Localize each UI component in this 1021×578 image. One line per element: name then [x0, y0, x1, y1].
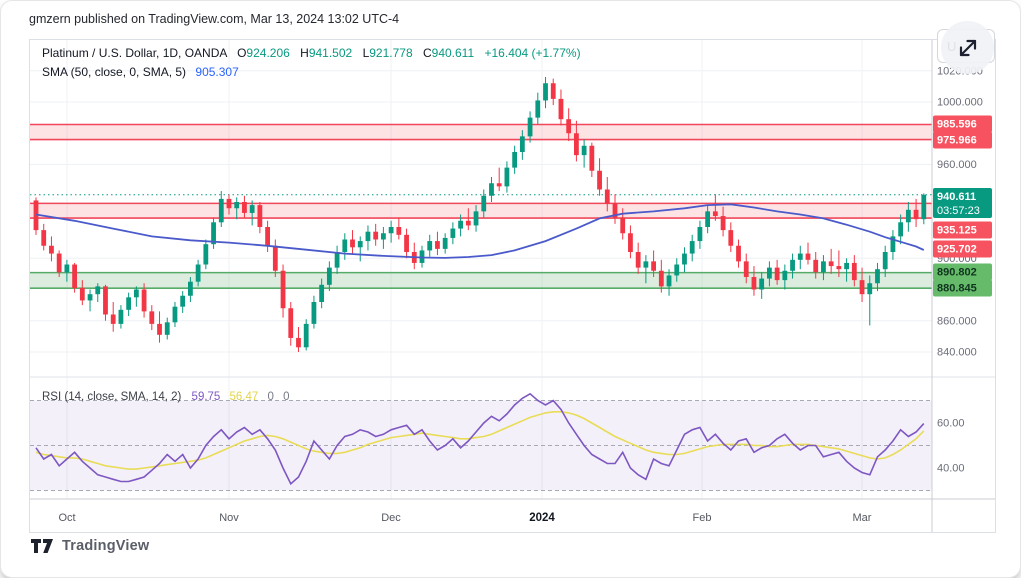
price-chip [933, 263, 992, 281]
price-axis[interactable]: 1020.0001000.000960.000900.000860.000840… [933, 65, 992, 475]
svg-text:Nov: Nov [219, 512, 239, 524]
open-prefix: O [237, 46, 247, 60]
svg-text:40.00: 40.00 [937, 463, 965, 475]
svg-text:Feb: Feb [693, 512, 712, 524]
svg-text:03:57:23: 03:57:23 [937, 205, 980, 217]
time-axis[interactable]: Oct Nov Dec 2024 Feb Mar [58, 512, 871, 524]
sma-row[interactable]: SMA (50, close, 0, SMA, 5) 905.307 [42, 63, 581, 82]
high-value: 941.502 [308, 46, 353, 60]
price-bands [30, 123, 932, 289]
rsi-upper-band-value: 0 [267, 391, 274, 403]
low-value: 921.778 [369, 46, 413, 60]
footer-brand-label: TradingView [62, 538, 150, 554]
svg-text:860.000: 860.000 [937, 315, 977, 327]
rsi-label: RSI (14, close, SMA, 14, 2) [42, 391, 182, 403]
rsi-value: 59.75 [191, 391, 221, 403]
expand-arrows-icon [959, 39, 976, 56]
svg-text:60.00: 60.00 [937, 418, 965, 430]
rsi-ma-value: 56.47 [229, 391, 259, 403]
price-chip [933, 131, 992, 149]
svg-text:985.596: 985.596 [937, 119, 977, 131]
svg-text:840.000: 840.000 [937, 347, 977, 359]
price-chart-svg[interactable]: 1020.0001000.000960.000900.000860.000840… [30, 40, 995, 532]
svg-text:925.702: 925.702 [937, 244, 977, 256]
svg-text:880.845: 880.845 [937, 283, 977, 295]
expand-button[interactable] [941, 21, 994, 74]
sma-label: SMA (50, close, 0, SMA, 5) [42, 65, 187, 79]
sma-value: 905.307 [195, 65, 239, 79]
svg-text:Mar: Mar [853, 512, 872, 524]
symbol-title: Platinum / U.S. Dollar, 1D, OANDA [42, 46, 227, 60]
svg-text:Oct: Oct [58, 512, 75, 524]
sma-line [35, 203, 925, 259]
price-chip [933, 221, 992, 239]
rsi-line [35, 392, 925, 486]
tradingview-logo-icon [31, 539, 53, 553]
change-value: +16.404 (+1.77%) [484, 46, 581, 60]
svg-text:Dec: Dec [381, 512, 401, 524]
svg-text:935.125: 935.125 [937, 225, 977, 237]
close-prefix: C [422, 46, 432, 60]
price-chip [933, 188, 992, 218]
chart-widget: 1020.0001000.000960.000900.000860.000840… [29, 39, 996, 533]
svg-text:1000.000: 1000.000 [937, 97, 983, 109]
open-value: 924.206 [246, 46, 290, 60]
close-value: 940.611 [431, 46, 475, 60]
svg-text:960.000: 960.000 [937, 159, 977, 171]
rsi-ma-line [35, 411, 925, 470]
svg-text:940.611: 940.611 [937, 191, 976, 203]
svg-text:2024: 2024 [529, 512, 555, 524]
attribution-text: gmzern published on TradingView.com, Mar… [29, 12, 400, 26]
rsi-legend[interactable]: RSI (14, close, SMA, 14, 2) 59.75 56.47 … [42, 388, 290, 407]
rsi-lower-band-value: 0 [283, 391, 290, 403]
footer-brand[interactable]: TradingView [31, 538, 149, 554]
low-prefix: L [362, 46, 370, 60]
candlestick-series[interactable] [33, 77, 927, 352]
svg-text:890.802: 890.802 [937, 267, 977, 279]
main-legend[interactable]: Platinum / U.S. Dollar, 1D, OANDA O924.2… [42, 44, 581, 82]
svg-text:975.966: 975.966 [937, 135, 977, 147]
high-prefix: H [300, 46, 309, 60]
symbol-row[interactable]: Platinum / U.S. Dollar, 1D, OANDA O924.2… [42, 44, 581, 63]
horizontal-gridlines [30, 70, 932, 353]
price-chip [933, 115, 992, 133]
price-chip [933, 240, 992, 258]
price-chip [933, 279, 992, 297]
